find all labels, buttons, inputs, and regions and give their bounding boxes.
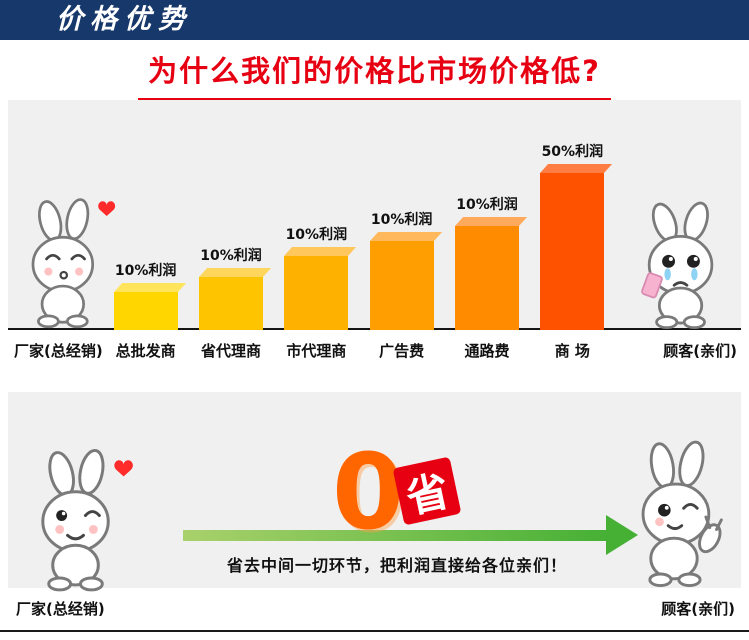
factory-rabbit-mascot <box>31 198 116 329</box>
tear-icon <box>664 268 671 281</box>
bar-value-label: 10%利润 <box>370 212 433 228</box>
section-title: 价格优势 <box>56 4 192 35</box>
direct-supply-caption: 省去中间一切环节，把利润直接给各位亲们！ <box>226 556 567 575</box>
section-header-bar: 价格优势 <box>0 0 749 40</box>
peace-hand-icon <box>698 523 722 554</box>
bar-top-face <box>369 232 442 241</box>
bar-value-label: 10%利润 <box>285 227 348 243</box>
bar-top-face <box>540 164 613 173</box>
bar-category-label: 总批发商 <box>115 342 176 360</box>
bar-category-label: 省代理商 <box>200 342 262 360</box>
bar-top-face <box>284 247 357 256</box>
axis-captions: 总批发商 省代理商 市代理商 广告费 通路费 商 场 <box>103 340 615 362</box>
bar-value-label: 10%利润 <box>456 197 518 213</box>
chart-bar: 10%利润 <box>284 227 357 330</box>
bottom-label-customer: 顾客(亲们) <box>661 600 735 618</box>
bar-category-label: 通路费 <box>464 342 510 360</box>
chart-bar: 10%利润 <box>369 212 442 330</box>
customer-peace-rabbit-mascot <box>641 440 723 588</box>
bottom-divider <box>0 630 749 632</box>
chart-bar: 50%利润 <box>540 144 613 330</box>
chart-bar: 10%利润 <box>113 263 186 330</box>
axis-label-factory: 厂家(总经销) <box>14 342 103 360</box>
direct-sale-panel <box>8 392 741 588</box>
tear-icon <box>691 268 698 281</box>
bar-value-label: 10%利润 <box>114 263 177 279</box>
chart-bar: 10%利润 <box>455 197 528 330</box>
factory-rabbit-mascot-bottom <box>41 448 133 592</box>
main-title-wrap: 为什么我们的价格比市场价格低? <box>0 48 749 100</box>
bar-top-face <box>455 217 528 226</box>
save-stamp-icon: 省 <box>392 456 462 526</box>
axis-label-customer: 顾客(亲们) <box>663 342 737 360</box>
arrow-head-icon <box>606 515 638 555</box>
direct-supply-arrow <box>183 530 608 541</box>
heart-icon <box>114 460 133 477</box>
bar-top-face <box>113 283 186 292</box>
zero-middlemen-number: 0 <box>332 431 405 553</box>
customer-crying-rabbit-mascot <box>641 201 714 330</box>
chart-bar: 10%利润 <box>199 248 272 330</box>
bar-category-label: 商 场 <box>554 342 590 360</box>
tissue-icon <box>641 272 663 299</box>
bottom-label-factory: 厂家(总经销) <box>16 600 105 618</box>
bars-layer: 10%利润 10%利润 10%利润 10%利润 10%利润 50%利润 <box>103 110 615 330</box>
heart-icon <box>98 201 116 216</box>
bar-category-label: 广告费 <box>379 342 425 360</box>
bar-value-label: 50%利润 <box>541 144 604 160</box>
bar-category-label: 市代理商 <box>286 342 347 360</box>
bar-top-face <box>199 268 272 277</box>
chart-title: 为什么我们的价格比市场价格低? <box>138 48 611 100</box>
bar-value-label: 10%利润 <box>200 248 262 264</box>
